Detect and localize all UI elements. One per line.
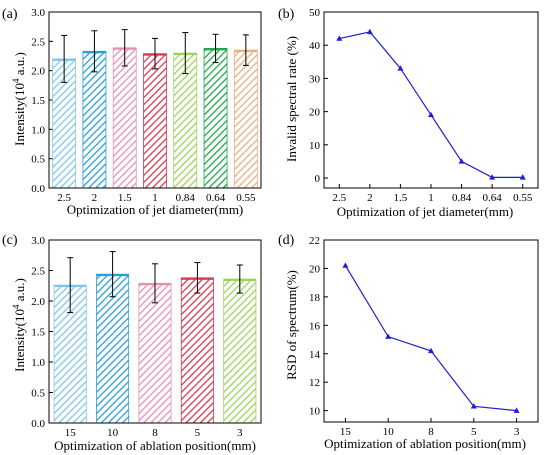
y-tick-label: 22 [309, 235, 320, 247]
panel-b-x-axis-label: Optimization of jet diameter(mm) [337, 204, 514, 219]
y-tick-label: 18 [309, 292, 321, 304]
data-point [385, 333, 392, 339]
x-tick-label: 1.5 [394, 192, 408, 204]
x-tick-label: 0.84 [452, 192, 472, 204]
y-tick-label: 2.0 [31, 296, 45, 308]
y-tick-label: 10 [309, 140, 321, 152]
y-tick-label: 2.5 [31, 266, 45, 278]
plot-frame [323, 239, 539, 423]
x-tick-label: 15 [65, 427, 77, 439]
y-tick-label: 12 [309, 377, 320, 389]
plot-frame [48, 239, 262, 424]
panel-a: (a) 0.0 0.5 1.0 1.5 2.0 2.5 3.0 2.5 2 1.5 1 0.84 0.6… [2, 7, 262, 217]
data-point [428, 111, 434, 118]
panel-c-plot: 0.0 0.5 1.0 1.5 2.0 2.5 3.0 15 10 8 5 3 [31, 235, 262, 439]
panel-c: (c) 0.0 0.5 1.0 1.5 2.0 2.5 3.0 15 10 8 5 3 Optimiz… [2, 233, 262, 453]
y-tick-label: 14 [309, 349, 321, 361]
y-tick-label: 1.0 [31, 124, 45, 136]
panel-d-y-axis-label: RSD of spectrum(%) [284, 270, 299, 380]
y-tick-label: 2.0 [31, 66, 45, 78]
x-tick-label: 5 [471, 426, 477, 438]
panel-d: (d) 10 12 14 16 18 20 22 15 10 8 5 3 Optimization o… [278, 233, 539, 451]
x-tick-label: 10 [107, 427, 119, 439]
y-tick-label: 0 [315, 173, 321, 185]
data-point [366, 28, 373, 35]
panel-b-y-axis-label: Invalid spectral rate (%) [284, 36, 299, 162]
panel-b-label: (b) [278, 7, 295, 22]
x-tick-label: 5 [195, 427, 201, 439]
bar [96, 273, 130, 424]
panel-c-y-axis-label: Intensity(104 a.u.) [11, 278, 27, 372]
panel-d-x-axis-label: Optimization of ablation position(mm) [324, 436, 526, 451]
data-point [458, 158, 465, 164]
y-tick-label: 3.0 [31, 235, 45, 247]
x-tick-label: 1 [428, 192, 434, 204]
y-tick-label: 1.5 [31, 95, 45, 107]
bar [203, 47, 228, 189]
x-tick-label: 0.55 [513, 192, 533, 204]
panel-b: (b) 0 10 20 30 40 50 2.5 2 1.5 1 0.84 0.64 0.55 Opti… [278, 7, 539, 219]
bar [180, 277, 214, 424]
y-tick-label: 0.0 [31, 418, 45, 430]
y-tick-label: 40 [309, 40, 321, 52]
y-tick-label: 20 [309, 263, 321, 275]
y-tick-label: 50 [309, 7, 321, 19]
x-tick-label: 0.55 [236, 192, 256, 204]
x-tick-label: 8 [152, 427, 158, 439]
y-tick-label: 16 [309, 320, 321, 332]
bar [223, 278, 257, 424]
panel-d-label: (d) [278, 233, 295, 248]
x-tick-label: 0.64 [483, 192, 503, 204]
x-tick-label: 8 [428, 426, 434, 438]
y-tick-label: 2.5 [31, 36, 45, 48]
series-line [339, 31, 523, 178]
y-tick-label: 30 [309, 73, 321, 85]
x-tick-label: 3 [237, 427, 243, 439]
data-point [336, 35, 343, 41]
panel-c-label: (c) [2, 233, 18, 248]
series-line [344, 265, 517, 412]
panel-d-plot: 10 12 14 16 18 20 22 15 10 8 5 3 [309, 235, 539, 438]
y-tick-label: 1.0 [31, 357, 45, 369]
data-point [428, 347, 434, 354]
y-tick-label: 20 [309, 107, 321, 119]
x-tick-label: 2.5 [57, 192, 71, 204]
x-tick-label: 2 [367, 192, 373, 204]
data-point [519, 174, 526, 180]
x-tick-label: 0.64 [206, 192, 226, 204]
bar [138, 282, 172, 424]
data-point [470, 403, 477, 409]
bar [143, 53, 167, 189]
x-tick-label: 15 [340, 426, 352, 438]
y-tick-label: 10 [309, 406, 321, 418]
x-tick-label: 2.5 [332, 192, 346, 204]
data-point [489, 174, 496, 180]
y-tick-label: 3.0 [31, 7, 45, 19]
panel-a-plot: 0.0 0.5 1.0 1.5 2.0 2.5 3.0 2.5 2 1.5 1 0.84 0.64 0.5… [31, 7, 262, 204]
x-tick-label: 10 [383, 426, 395, 438]
x-tick-label: 2 [92, 192, 98, 204]
y-tick-label: 1.5 [31, 327, 45, 339]
panel-a-y-axis-label: Intensity(104 a.u.) [11, 52, 27, 146]
panel-a-label: (a) [2, 7, 18, 22]
panel-b-plot: 0 10 20 30 40 50 2.5 2 1.5 1 0.84 0.64 0.55 [309, 7, 539, 204]
plot-frame [48, 11, 262, 189]
x-tick-label: 0.84 [176, 192, 196, 204]
panel-a-x-axis-label: Optimization of jet diameter(mm) [67, 202, 244, 217]
plot-frame [323, 11, 539, 189]
panel-c-x-axis-label: Optimization of ablation position(mm) [54, 438, 256, 453]
data-point [513, 407, 520, 413]
bar [233, 49, 258, 189]
x-tick-label: 1 [152, 192, 158, 204]
data-point [342, 262, 349, 268]
bar [112, 47, 137, 189]
x-tick-label: 1.5 [118, 192, 132, 204]
y-tick-label: 0.5 [31, 154, 45, 166]
data-point [397, 65, 404, 71]
y-tick-label: 0.0 [31, 183, 45, 195]
x-tick-label: 3 [514, 426, 520, 438]
y-tick-label: 0.5 [31, 388, 45, 400]
